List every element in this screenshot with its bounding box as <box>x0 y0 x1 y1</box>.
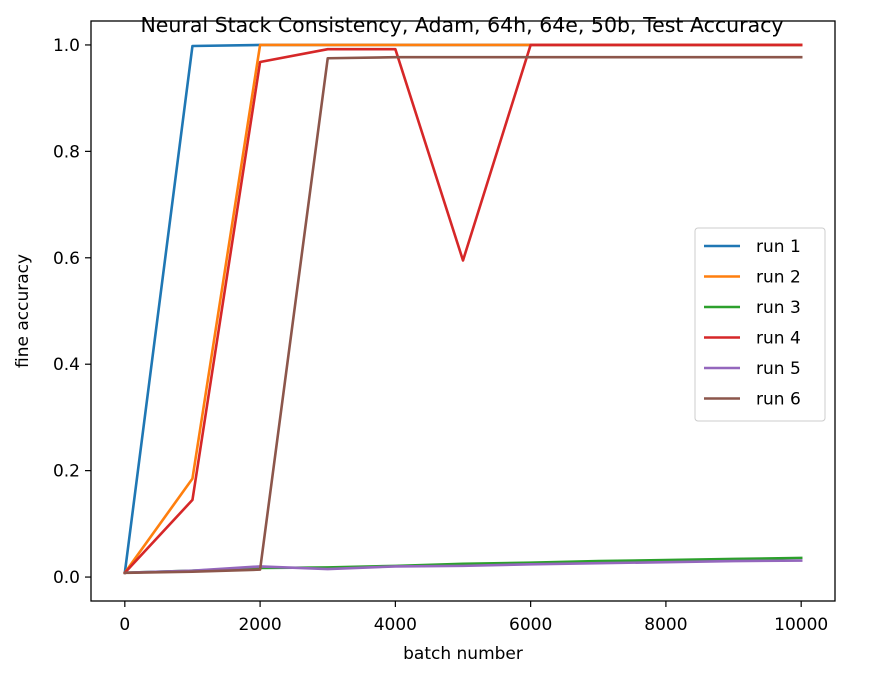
x-axis-label: batch number <box>403 644 523 664</box>
y-tick-label: 1.0 <box>53 36 80 56</box>
series-layer <box>122 43 803 575</box>
series-line-run-5 <box>123 559 803 575</box>
x-tick-label: 8000 <box>644 615 687 635</box>
y-tick-label: 0.4 <box>53 355 80 375</box>
x-tick-label: 10000 <box>774 615 828 635</box>
y-tick-label: 0.6 <box>53 249 80 269</box>
chart-title: Neural Stack Consistency, Adam, 64h, 64e… <box>140 13 783 37</box>
y-axis-ticks: 0.0 0.2 0.4 0.6 0.8 1.0 <box>53 36 91 588</box>
y-tick-label: 0.2 <box>53 462 80 482</box>
x-tick-label: 2000 <box>238 615 281 635</box>
legend-label-run-1: run 1 <box>756 237 801 257</box>
legend-label-run-2: run 2 <box>756 268 801 288</box>
x-tick-label: 6000 <box>509 615 552 635</box>
series-line-run-4 <box>122 43 803 575</box>
legend-label-run-3: run 3 <box>756 298 801 318</box>
y-axis-label: fine accuracy <box>13 254 33 368</box>
plot-frame <box>90 20 836 602</box>
legend-label-run-6: run 6 <box>756 390 801 410</box>
legend-label-run-4: run 4 <box>756 329 801 349</box>
y-tick-label: 0.0 <box>53 568 80 588</box>
series-line-run-6 <box>123 55 803 575</box>
x-tick-label: 0 <box>119 615 130 635</box>
x-tick-label: 4000 <box>374 615 417 635</box>
y-tick-label: 0.8 <box>53 142 80 162</box>
legend: run 1 run 2 run 3 run 4 run 5 run 6 <box>694 227 826 422</box>
legend-label-run-5: run 5 <box>756 359 801 379</box>
x-axis-ticks: 0 2000 4000 6000 8000 10000 <box>119 601 828 635</box>
